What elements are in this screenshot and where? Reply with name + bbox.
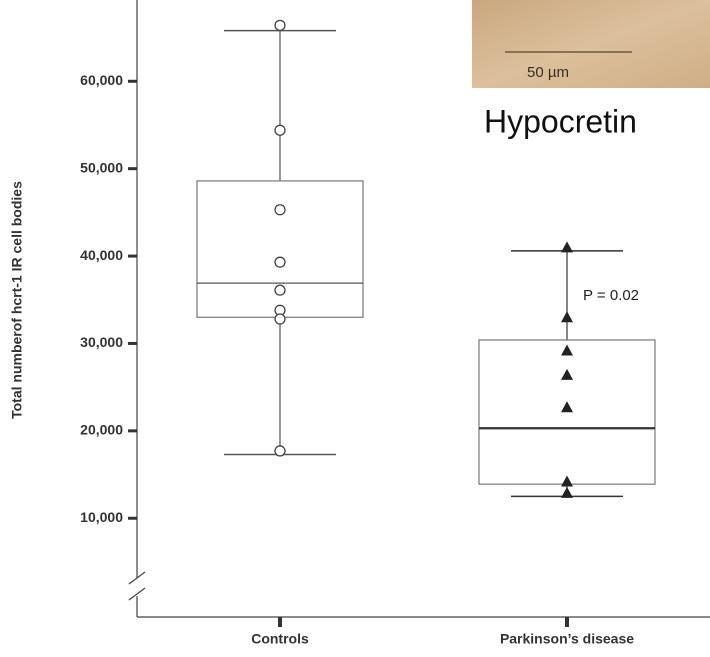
data-point — [561, 311, 573, 322]
data-point — [561, 476, 573, 487]
data-point — [275, 446, 285, 456]
y-tick-label: 30,000 — [80, 334, 123, 350]
y-tick-label: 20,000 — [80, 422, 123, 438]
data-point — [561, 369, 573, 380]
data-point — [561, 487, 573, 498]
data-point — [275, 314, 285, 324]
data-point — [275, 285, 285, 295]
inset-caption: Hypocretin — [484, 103, 637, 139]
data-point — [561, 401, 573, 412]
data-point — [275, 125, 285, 135]
data-point — [275, 20, 285, 30]
y-tick-label: 50,000 — [80, 159, 123, 175]
scale-bar-label: 50 µm — [527, 64, 569, 81]
y-tick-label: 40,000 — [80, 247, 123, 263]
data-point — [275, 205, 285, 215]
y-tick-label: 10,000 — [80, 509, 123, 525]
micrograph — [472, 0, 710, 88]
box — [197, 181, 363, 317]
y-tick-label: 60,000 — [80, 72, 123, 88]
data-point — [561, 344, 573, 355]
annotation: P = 0.02 — [583, 287, 639, 304]
y-axis-label: Total numberof hcrt-1 IR cell bodies — [9, 181, 25, 419]
data-point — [561, 241, 573, 252]
chart: 50 µm Hypocretin Total numberof hcrt-1 I… — [0, 0, 710, 657]
x-tick-label: Controls — [251, 631, 309, 647]
x-tick-label: Parkinson’s disease — [500, 631, 634, 647]
data-point — [275, 257, 285, 267]
